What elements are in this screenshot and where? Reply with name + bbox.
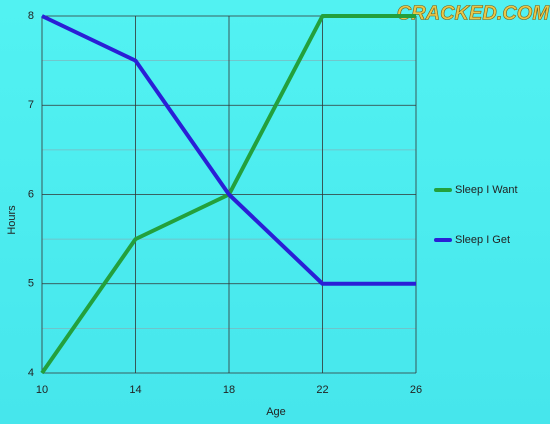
y-tick-label: 8 bbox=[28, 10, 34, 22]
x-tick-label: 14 bbox=[129, 384, 141, 396]
y-axis-label: Hours bbox=[6, 205, 18, 235]
watermark: CRACKED.COM bbox=[397, 2, 550, 24]
x-tick-label: 10 bbox=[36, 384, 48, 396]
y-tick-label: 6 bbox=[28, 188, 34, 200]
legend-label: Sleep I Get bbox=[455, 234, 510, 246]
x-tick-label: 26 bbox=[410, 384, 422, 396]
x-tick-label: 22 bbox=[316, 384, 328, 396]
x-tick-label: 18 bbox=[223, 384, 235, 396]
series-line bbox=[41, 14, 416, 286]
y-tick-label: 5 bbox=[28, 278, 34, 290]
y-tick-label: 7 bbox=[28, 99, 34, 111]
legend-label: Sleep I Want bbox=[455, 184, 518, 196]
y-tick-label: 4 bbox=[28, 367, 34, 379]
x-axis-label: Age bbox=[266, 406, 286, 418]
